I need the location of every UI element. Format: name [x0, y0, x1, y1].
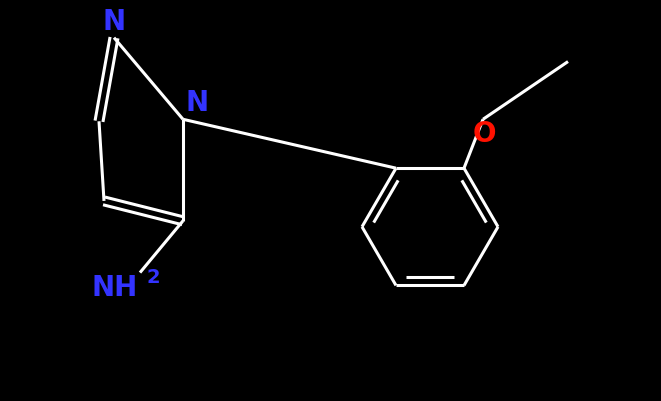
- Text: 2: 2: [146, 267, 159, 287]
- Text: NH: NH: [92, 273, 138, 302]
- Text: N: N: [102, 8, 126, 36]
- Text: O: O: [472, 120, 496, 148]
- Text: N: N: [186, 89, 209, 117]
